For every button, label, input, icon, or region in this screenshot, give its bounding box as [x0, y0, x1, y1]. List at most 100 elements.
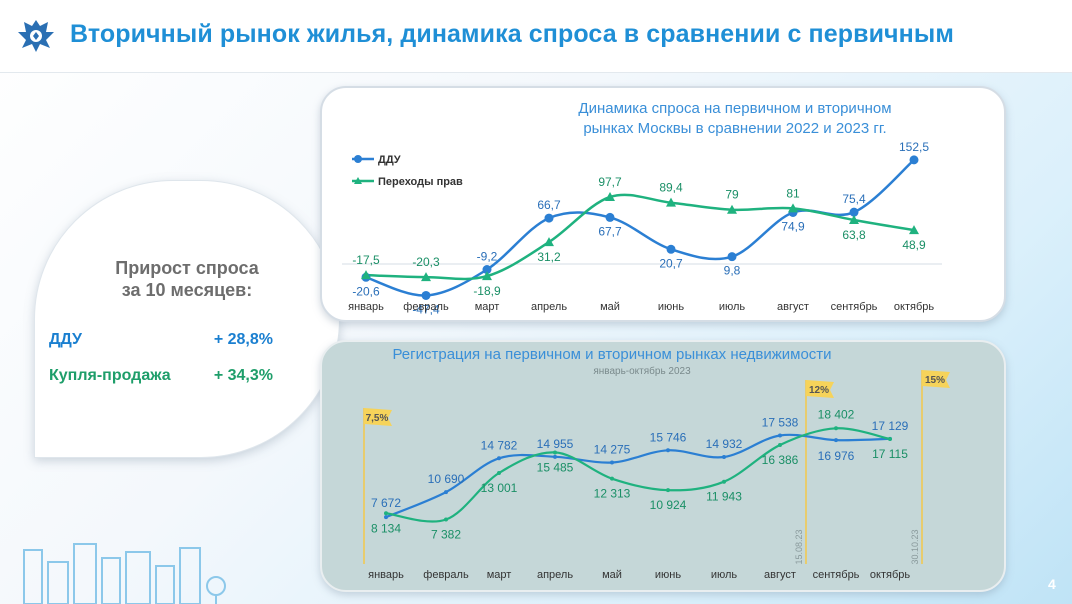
rights-data-label: 48,9 [902, 238, 926, 252]
primary-data-label: 14 782 [481, 438, 518, 452]
primary-point [553, 454, 557, 459]
rights-data-label: 31,2 [537, 250, 561, 264]
primary-data-label: 15 746 [650, 430, 687, 444]
demand-dynamics-chart: Динамика спроса на первичном и вторичном… [342, 100, 942, 316]
legend-ddu-label: ДДУ [378, 154, 401, 166]
secondary-point [610, 476, 614, 481]
rights-point [605, 192, 615, 202]
secondary-data-label: 7 382 [431, 527, 461, 541]
primary-data-label: 17 538 [762, 415, 799, 429]
ddu-data-label: 9,8 [724, 264, 741, 278]
chart2-x-tick: июль [711, 569, 738, 581]
chart1-x-tick: июнь [658, 301, 684, 313]
chart2-title: Регистрация на первичном и вторичном рын… [392, 346, 831, 363]
rights-point [788, 203, 798, 213]
primary-point [497, 456, 501, 461]
ddu-data-label: 75,4 [842, 192, 866, 206]
summary-title: Прирост спроса за 10 месяцев: [35, 257, 339, 301]
chart1-x-tick: март [475, 301, 500, 313]
chart2-x-tick: октябрь [870, 569, 910, 581]
rights-data-label: 89,4 [659, 181, 683, 195]
rights-point [482, 271, 492, 281]
page-title: Вторичный рынок жилья, динамика спроса в… [70, 20, 954, 48]
secondary-point [778, 442, 782, 447]
ddu-data-label: 66,7 [537, 198, 561, 212]
registration-card: Регистрация на первичном и вторичном рын… [320, 340, 1006, 592]
rights-series-line [365, 193, 915, 281]
rights-data-label: -18,9 [473, 284, 501, 298]
growth-summary-card: Прирост спроса за 10 месяцев: ДДУ + 28,8… [34, 180, 340, 458]
ddu-value: + 28,8% [213, 331, 273, 348]
chart2-x-tick: сентябрь [813, 569, 860, 581]
chart2-x-tick: февраль [423, 569, 469, 581]
city-skyline-icon [23, 543, 226, 604]
rights-point [909, 225, 919, 235]
rate-flag-date: 15.08.23 [794, 529, 804, 564]
secondary-data-label: 16 386 [762, 453, 799, 467]
chart1-x-tick: май [600, 301, 620, 313]
primary-point [384, 515, 388, 520]
summary-title-line1: Прирост спроса [115, 258, 259, 278]
rights-point [666, 197, 676, 207]
primary-data-label: 10 690 [428, 472, 465, 486]
secondary-point [888, 436, 892, 441]
ddu-data-label: -20,6 [352, 284, 380, 298]
secondary-data-label: 12 313 [594, 487, 631, 501]
secondary-data-label: 13 001 [481, 481, 518, 495]
rate-flag-date: 30.10.23 [910, 529, 920, 564]
ddu-point [421, 290, 431, 300]
rate-flag [922, 370, 950, 388]
chart2-x-tick: январь [368, 569, 404, 581]
ddu-data-label: -47,4 [412, 302, 440, 316]
primary-data-label: 7 672 [371, 496, 401, 510]
chart1-x-tick: июль [719, 301, 746, 313]
secondary-point [834, 426, 838, 431]
chart1-legend: ДДУ Переходы прав [352, 154, 463, 188]
primary-series-line [385, 433, 891, 519]
secondary-data-label: 11 943 [706, 490, 742, 504]
header-bar: Вторичный рынок жилья, динамика спроса в… [0, 0, 1072, 73]
secondary-point [384, 511, 388, 516]
primary-data-label: 14 275 [594, 442, 631, 456]
page-number: 4 [1048, 576, 1056, 592]
rights-point [421, 272, 431, 282]
secondary-series-line [385, 427, 891, 523]
chart1-x-tick: август [777, 301, 809, 313]
chart1-x-tick: октябрь [894, 301, 934, 313]
rate-flag-label: 12% [809, 385, 829, 396]
chart2-x-tick: март [487, 569, 512, 581]
ddu-point [544, 213, 554, 223]
rights-data-label: 63,8 [842, 228, 866, 242]
rate-flag-label: 7,5% [366, 413, 389, 424]
secondary-point [722, 479, 726, 484]
primary-point [834, 438, 838, 443]
rate-flag [806, 380, 834, 398]
primary-data-label: 14 932 [706, 437, 743, 451]
rights-point [849, 215, 859, 225]
ddu-point [605, 212, 615, 222]
rights-data-label: -20,3 [412, 255, 440, 269]
legend-rights-label: Переходы прав [378, 176, 463, 188]
primary-point [610, 460, 614, 465]
ddu-data-label: 152,5 [899, 140, 929, 154]
registration-chart: Регистрация на первичном и вторичном рын… [363, 346, 950, 581]
rights-point [727, 204, 737, 214]
ddu-data-label: -9,2 [477, 250, 498, 264]
chart1-x-tick: сентябрь [831, 301, 878, 313]
primary-point [666, 448, 670, 453]
rights-point [361, 270, 371, 280]
chart1-title-line2: рынках Москвы в сравнении 2022 и 2023 гг… [583, 120, 886, 137]
secondary-point [666, 488, 670, 493]
secondary-point [444, 517, 448, 522]
primary-data-label: 14 955 [537, 437, 574, 451]
rights-data-label: -17,5 [352, 253, 380, 267]
ddu-point [909, 155, 919, 165]
ddu-point [727, 252, 737, 262]
secondary-data-label: 17 115 [872, 447, 908, 461]
secondary-point [497, 470, 501, 475]
summary-title-line2: за 10 месяцев: [121, 280, 253, 300]
rate-flag-label: 15% [925, 375, 945, 386]
chart1-x-tick: январь [348, 301, 384, 313]
secondary-data-label: 10 924 [650, 498, 687, 512]
purchase-sale-label: Купля-продажа [49, 367, 171, 384]
